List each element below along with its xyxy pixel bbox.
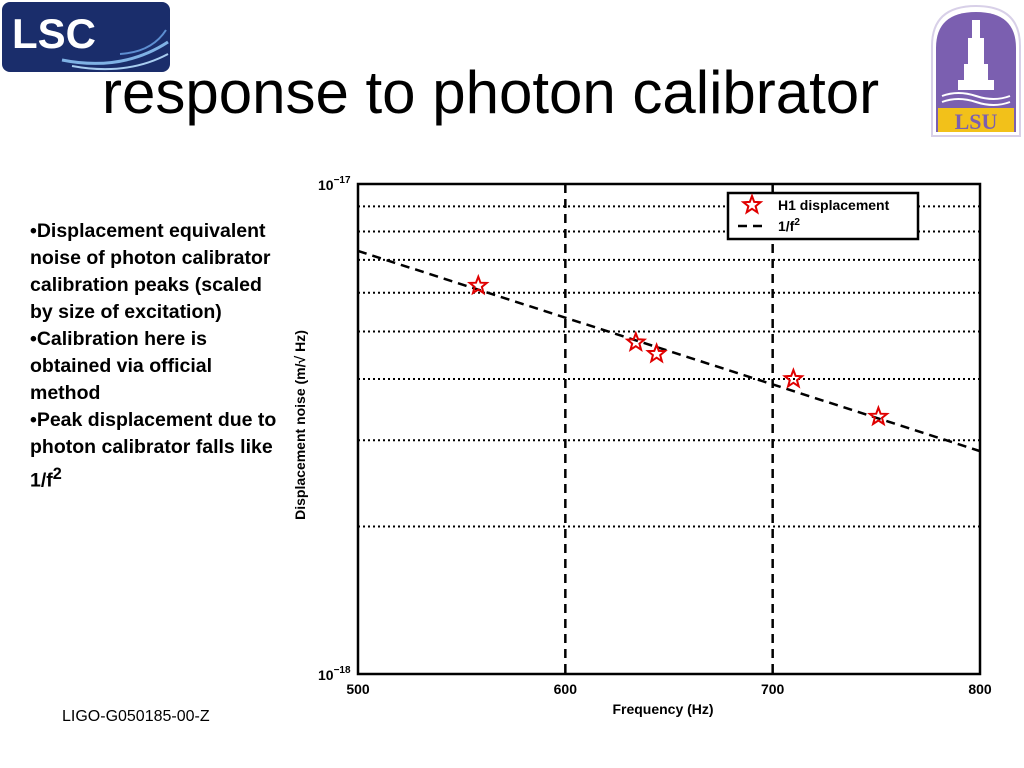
y-axis-label: Displacement noise (m/√ Hz) xyxy=(292,330,308,520)
x-tick-label: 500 xyxy=(346,681,370,697)
bullet-item: Peak displacement due to photon calibrat… xyxy=(30,407,280,495)
legend-box xyxy=(726,191,920,241)
x-tick-label: 600 xyxy=(554,681,578,697)
x-tick-label: 800 xyxy=(968,681,992,697)
bullet-superscript: 2 xyxy=(52,465,62,483)
series-line-1-over-f2 xyxy=(357,249,981,453)
data-point-star xyxy=(645,342,668,364)
bullet-text: Peak displacement due to photon calibrat… xyxy=(30,409,277,492)
data-point-star xyxy=(782,367,805,389)
lsu-logo-text: LSU xyxy=(955,109,998,134)
legend-label-h1-displacement: H1 displacement xyxy=(778,197,890,213)
data-point-star xyxy=(466,273,490,296)
bullet-text: Calibration here is obtained via officia… xyxy=(30,328,213,404)
bullet-item: Calibration here is obtained via officia… xyxy=(30,326,280,407)
footer-document-id: LIGO-G050185-00-Z xyxy=(62,708,210,725)
lsu-logo: LSU xyxy=(931,4,1021,137)
x-axis-label: Frequency (Hz) xyxy=(612,701,713,717)
y-tick-label: 10−18 xyxy=(318,665,351,683)
bullet-text: Displacement equivalent noise of photon … xyxy=(30,220,271,323)
bullet-item: Displacement equivalent noise of photon … xyxy=(30,218,280,326)
x-tick-label: 700 xyxy=(761,681,785,697)
lsc-logo: LSC xyxy=(2,2,170,72)
y-tick-label: 10−17 xyxy=(318,175,351,193)
data-point-star xyxy=(867,404,890,427)
bullet-list: Displacement equivalent noise of photon … xyxy=(30,218,280,495)
legend-marker-star xyxy=(740,193,764,215)
lsu-logo-band xyxy=(938,108,1014,132)
slide-title: response to photon calibrator xyxy=(102,59,880,126)
plot-frame xyxy=(356,182,982,676)
data-point-star xyxy=(624,330,648,353)
lsc-logo-text: LSC xyxy=(12,10,96,57)
lsc-logo-background xyxy=(2,2,170,72)
legend-label-1-over-f2: 1/f2 xyxy=(778,217,800,234)
